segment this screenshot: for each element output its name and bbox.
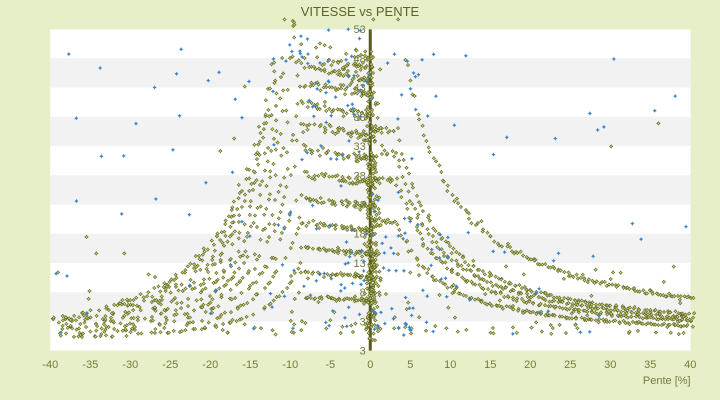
- svg-text:25: 25: [564, 359, 576, 371]
- svg-text:10: 10: [444, 359, 456, 371]
- svg-text:3: 3: [360, 346, 366, 358]
- svg-text:35: 35: [644, 359, 656, 371]
- svg-text:-40: -40: [42, 359, 58, 371]
- svg-text:-25: -25: [162, 359, 178, 371]
- svg-text:0: 0: [367, 359, 373, 371]
- svg-text:3: 3: [360, 316, 366, 328]
- svg-text:-15: -15: [242, 359, 258, 371]
- svg-text:VITESSE vs PENTE: VITESSE vs PENTE: [301, 4, 420, 19]
- svg-text:-35: -35: [82, 359, 98, 371]
- svg-text:40: 40: [684, 359, 696, 371]
- svg-text:5: 5: [407, 359, 413, 371]
- svg-text:15: 15: [484, 359, 496, 371]
- svg-text:20: 20: [524, 359, 536, 371]
- svg-text:30: 30: [604, 359, 616, 371]
- svg-text:-30: -30: [122, 359, 138, 371]
- svg-text:-5: -5: [325, 359, 335, 371]
- svg-text:-20: -20: [202, 359, 218, 371]
- svg-text:Pente [%]: Pente [%]: [643, 375, 691, 387]
- svg-text:-10: -10: [282, 359, 298, 371]
